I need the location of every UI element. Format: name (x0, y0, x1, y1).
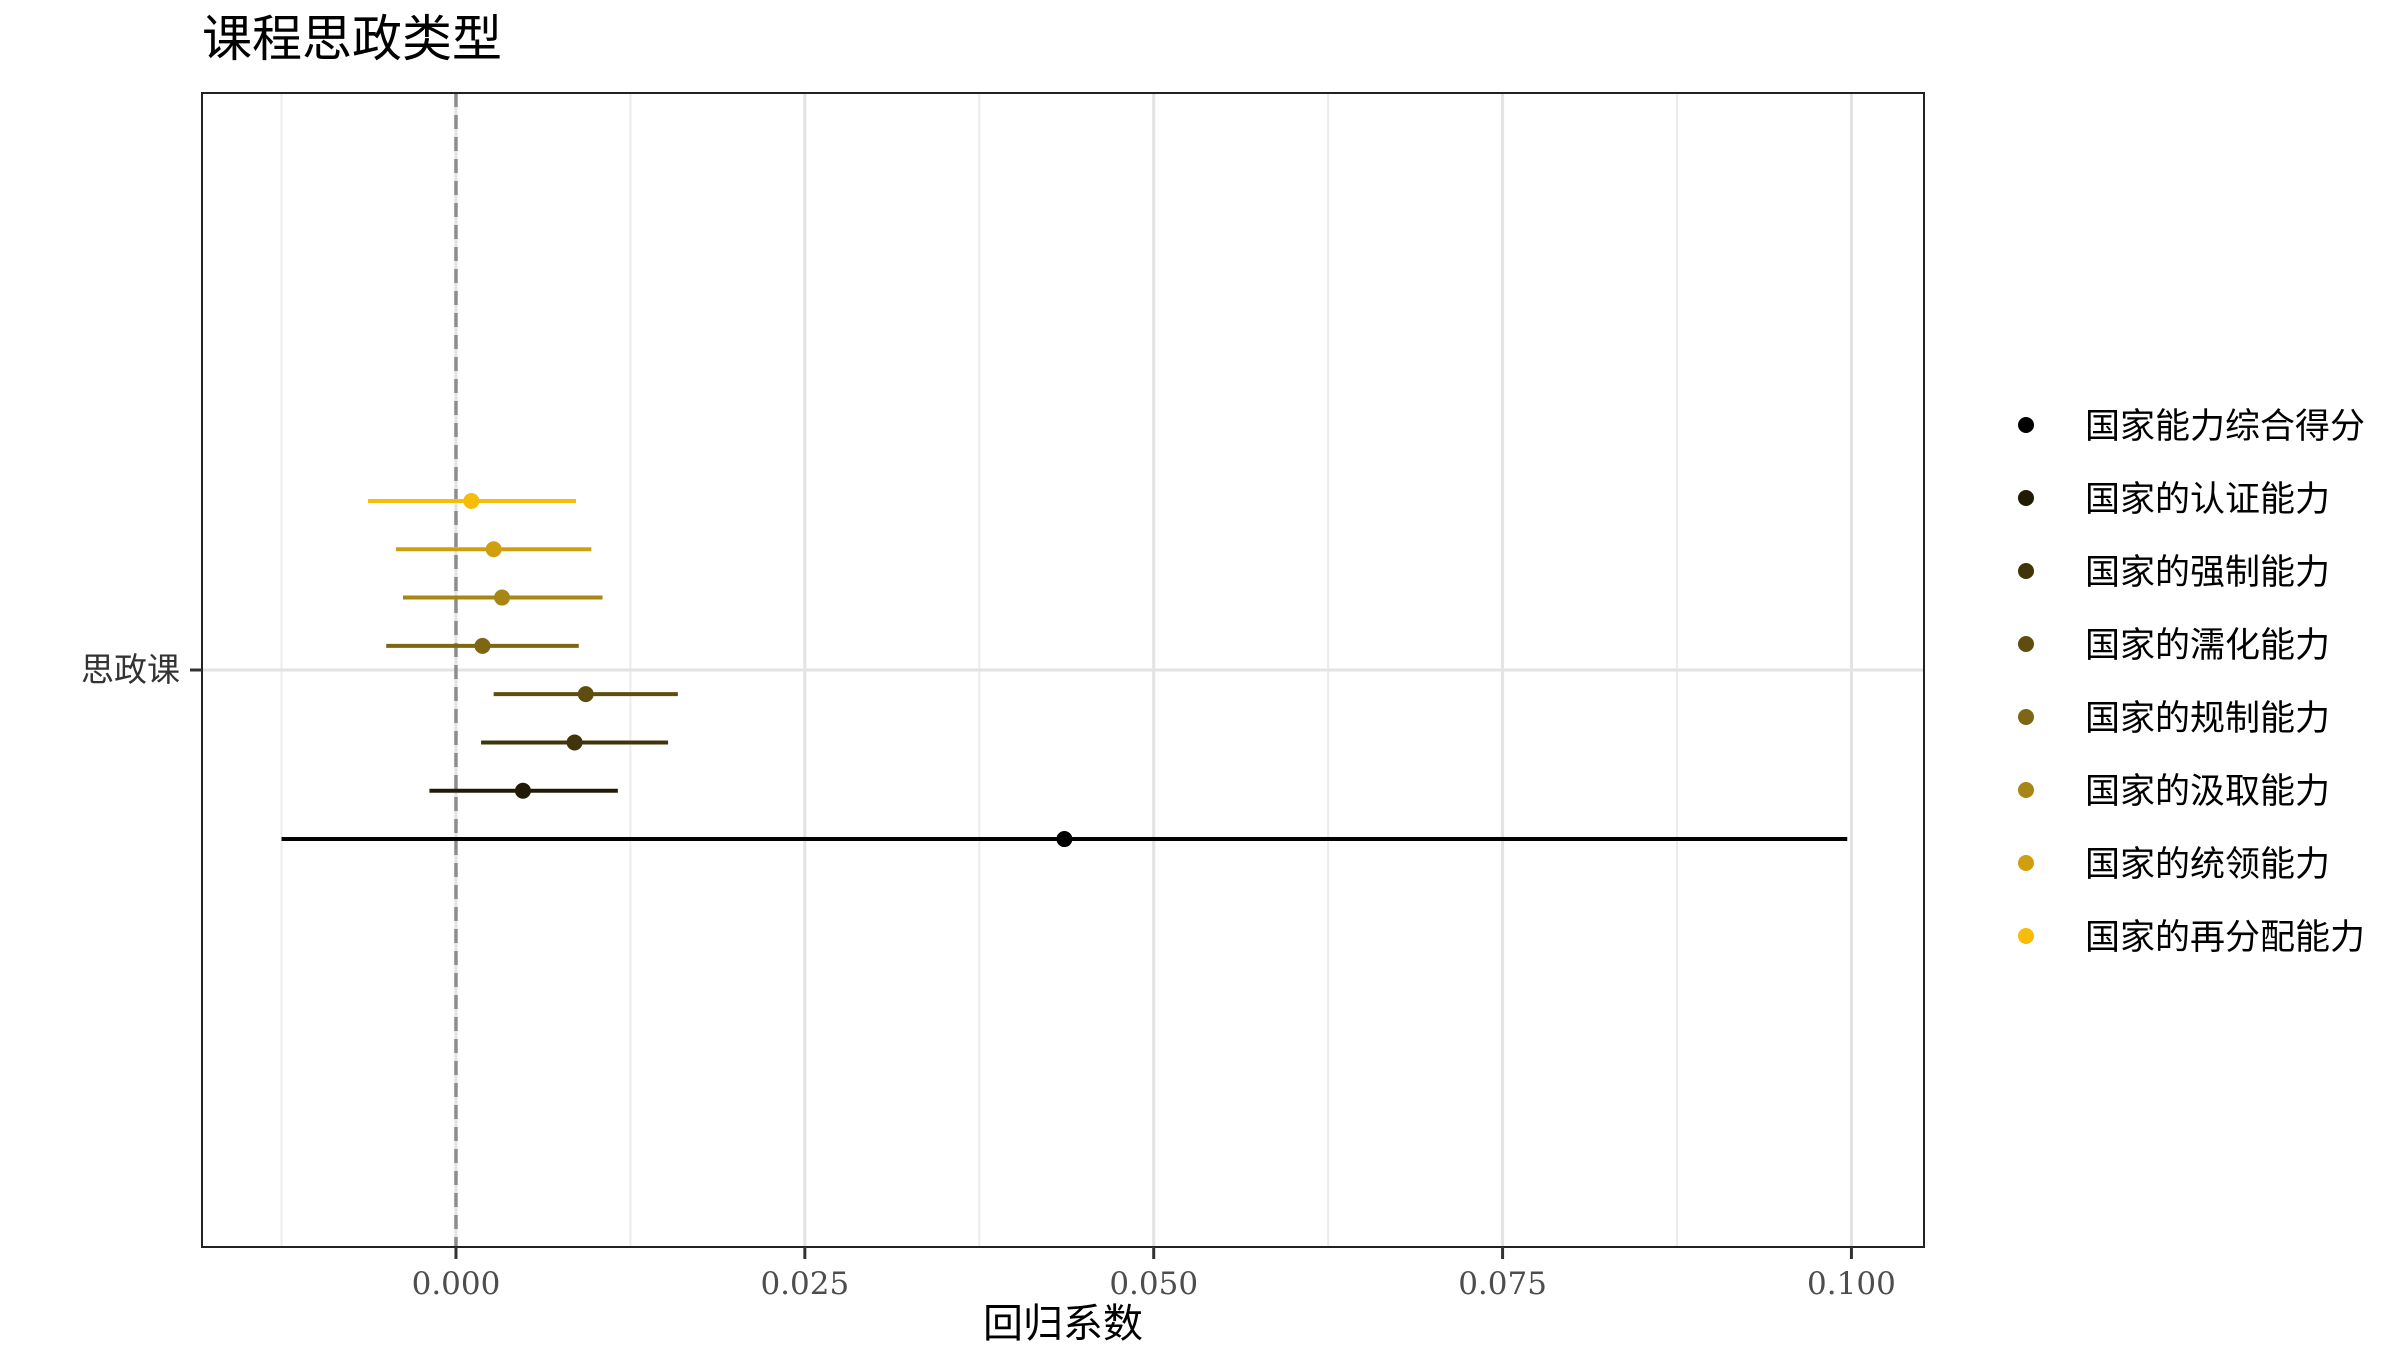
legend-label: 国家能力综合得分 (2085, 407, 2365, 447)
chart-title: 课程思政类型 (202, 10, 502, 68)
estimate-point (566, 734, 583, 751)
x-tick-label: 0.050 (1109, 1266, 1198, 1302)
estimate-point (474, 637, 491, 654)
legend-marker (2018, 636, 2034, 652)
estimate-point (485, 541, 502, 558)
legend: 国家能力综合得分国家的认证能力国家的强制能力国家的濡化能力国家的规制能力国家的汲… (2018, 407, 2365, 958)
estimate-point (1056, 831, 1073, 848)
legend-label: 国家的汲取能力 (2085, 772, 2330, 812)
x-axis-label: 回归系数 (983, 1301, 1143, 1347)
legend-label: 国家的认证能力 (2085, 480, 2330, 520)
legend-label: 国家的强制能力 (2085, 553, 2330, 593)
y-tick-label: 思政课 (81, 650, 180, 689)
legend-label: 国家的规制能力 (2085, 699, 2330, 739)
legend-label: 国家的濡化能力 (2085, 626, 2330, 666)
legend-marker (2018, 563, 2034, 579)
x-tick-label: 0.000 (412, 1266, 501, 1302)
legend-marker (2018, 782, 2034, 798)
x-tick-label: 0.075 (1458, 1266, 1547, 1302)
x-axis: 0.000 0.025 0.050 0.075 0.100 (412, 1247, 1896, 1302)
data-marks (281, 492, 1848, 848)
legend-marker (2018, 928, 2034, 944)
estimate-point (514, 782, 531, 799)
legend-marker (2018, 855, 2034, 871)
legend-marker (2018, 417, 2034, 433)
legend-marker (2018, 709, 2034, 725)
legend-marker (2018, 490, 2034, 506)
x-tick-label: 0.100 (1807, 1266, 1896, 1302)
estimate-point (494, 589, 511, 606)
x-tick-label: 0.025 (760, 1266, 849, 1302)
estimate-point (463, 492, 480, 509)
legend-label: 国家的再分配能力 (2085, 918, 2365, 958)
estimate-point (577, 686, 594, 703)
legend-label: 国家的统领能力 (2085, 845, 2330, 885)
